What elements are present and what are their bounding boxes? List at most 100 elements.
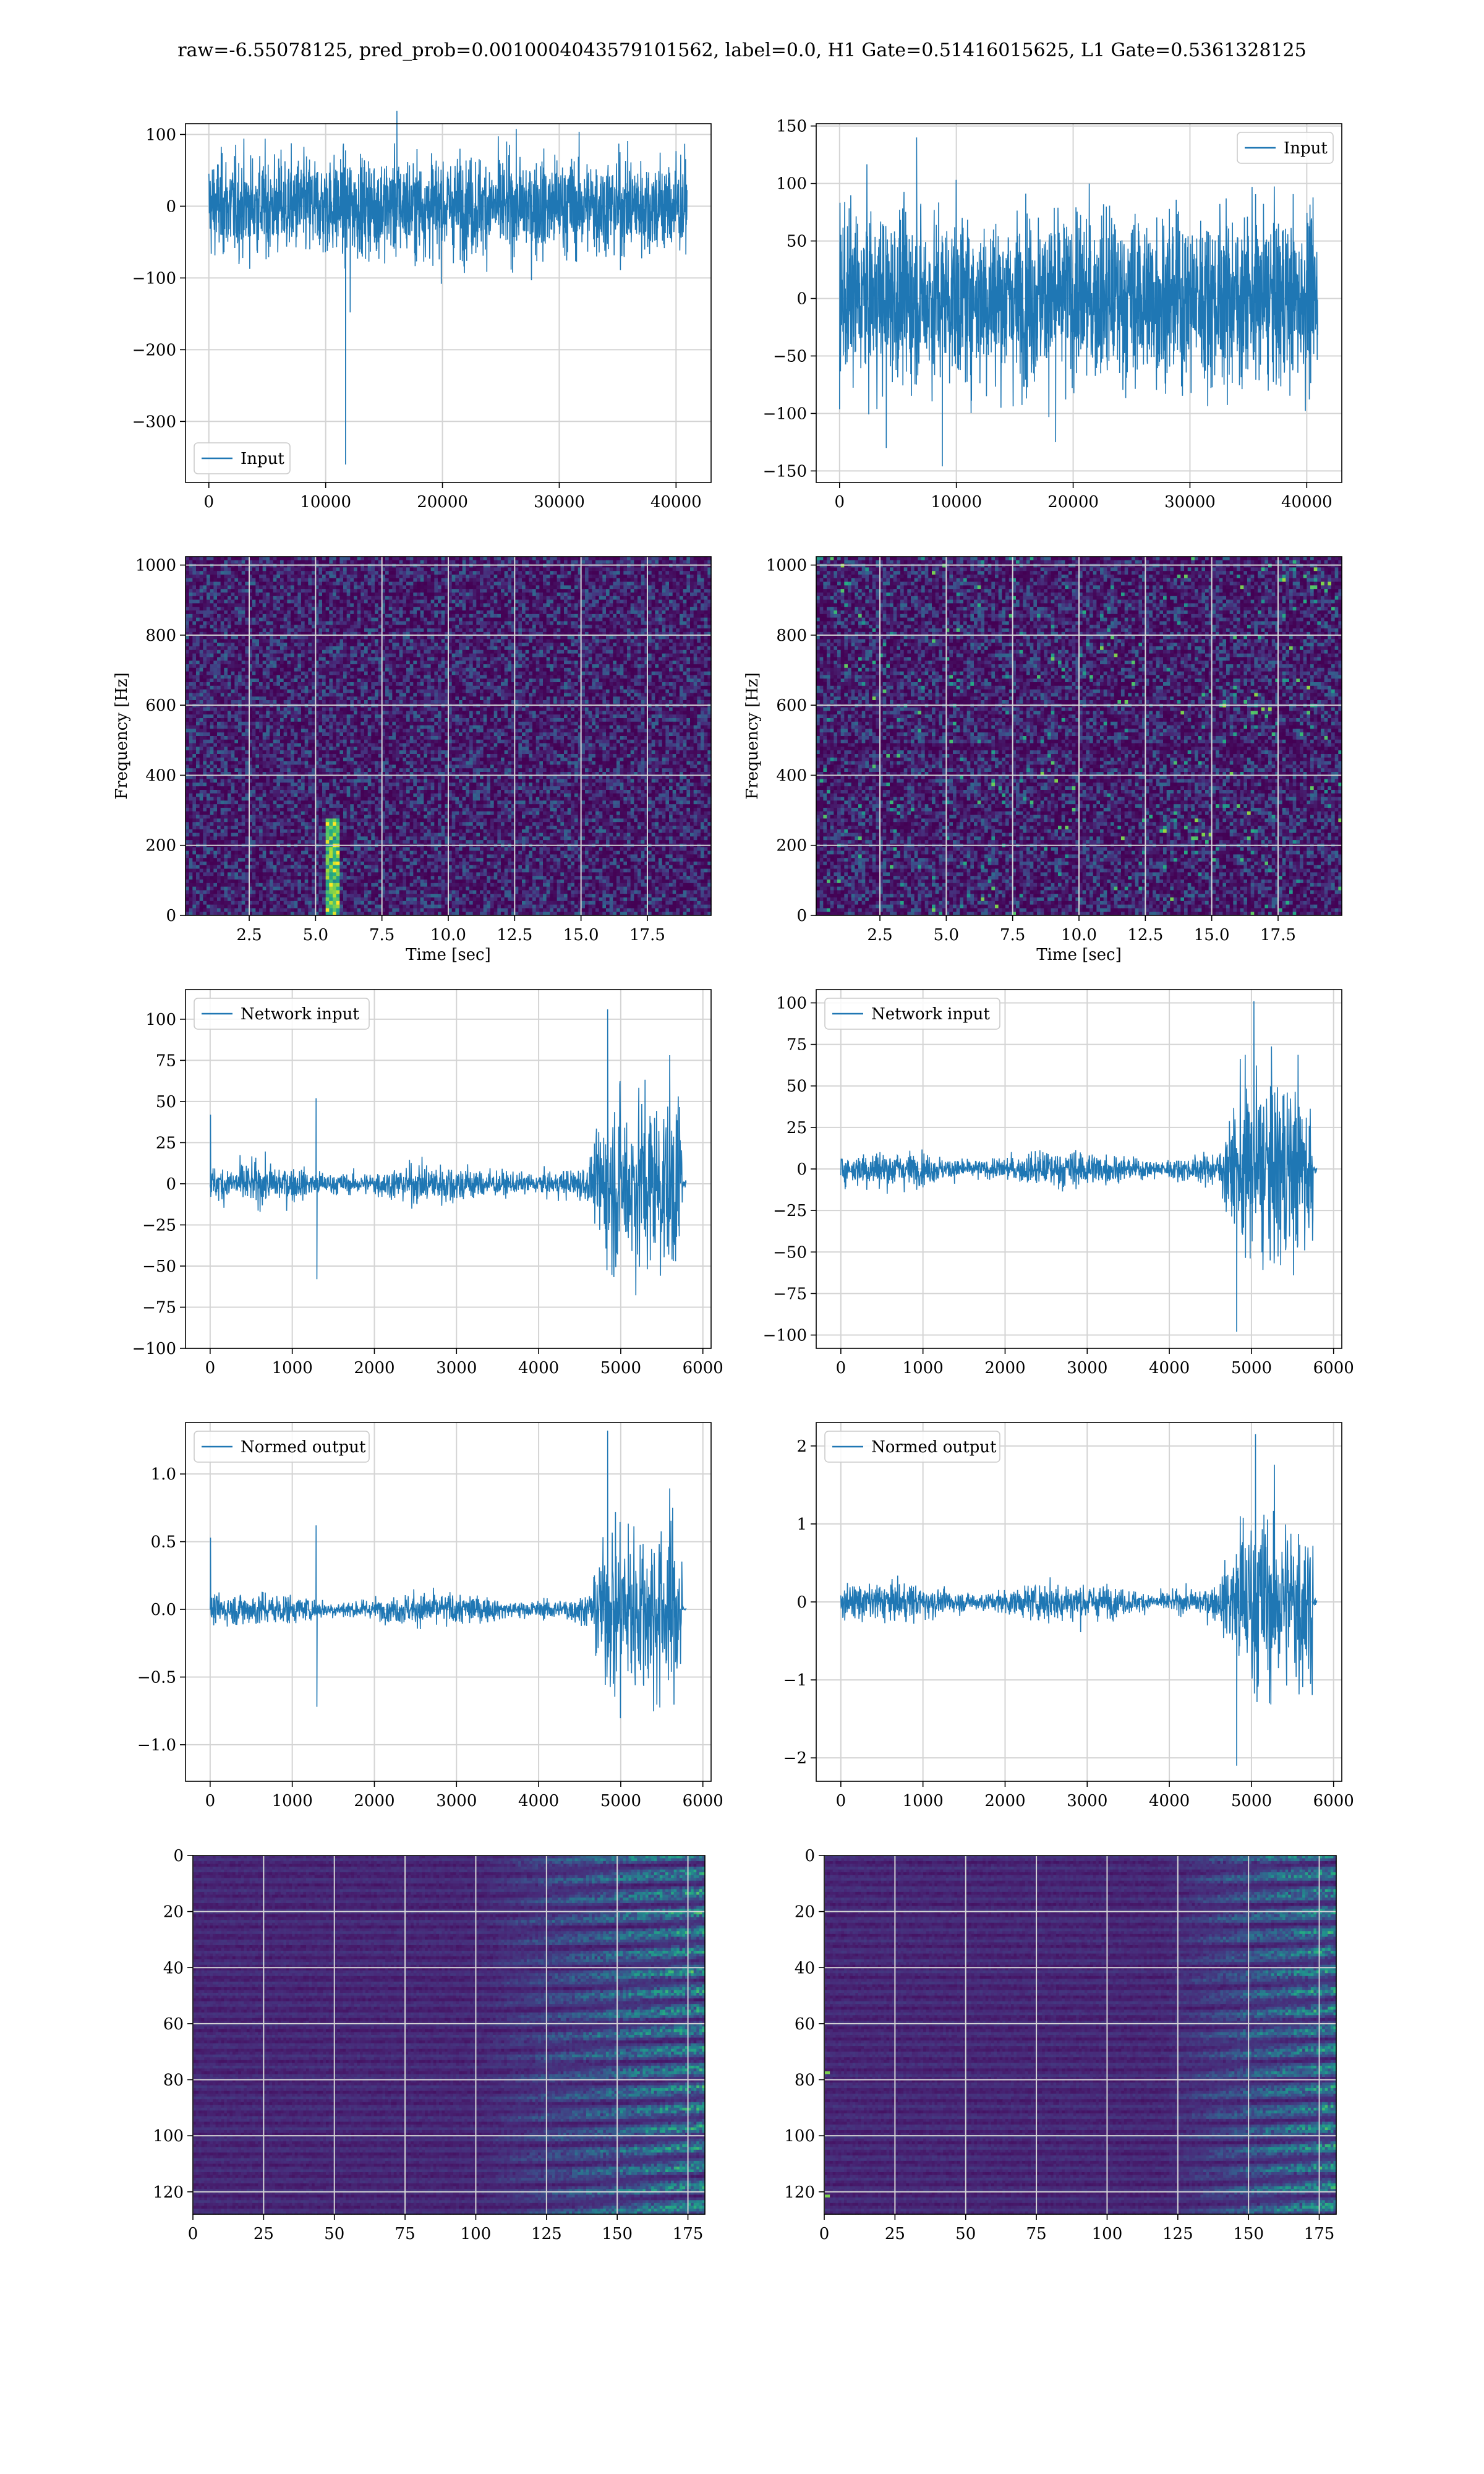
heatmap-cell — [574, 578, 578, 582]
heatmap-cell — [301, 578, 305, 582]
heatmap-cell — [238, 564, 242, 568]
heatmap-cell — [280, 564, 284, 568]
heatmap-cell — [441, 585, 445, 589]
heatmap-cell — [522, 557, 526, 560]
heatmap-cell — [476, 575, 480, 578]
heatmap-cell — [480, 578, 484, 582]
heatmap-cell — [255, 567, 259, 571]
x-tick-label: 10000 — [300, 493, 351, 511]
heatmap-cell — [322, 585, 326, 589]
heatmap-cell — [297, 560, 301, 564]
heatmap-cell — [245, 589, 249, 593]
heatmap-cell — [270, 575, 273, 578]
heatmap-cell — [242, 557, 245, 560]
heatmap-cell — [484, 557, 487, 560]
heatmap-cell — [238, 582, 242, 586]
heatmap-cell — [680, 571, 683, 575]
heatmap-cell — [189, 571, 193, 575]
heatmap-cell — [396, 582, 399, 586]
heatmap-cell — [686, 578, 690, 582]
heatmap-cell — [252, 582, 256, 586]
heatmap-cell — [547, 571, 550, 575]
heatmap-cell — [529, 571, 532, 575]
heatmap-cell — [255, 585, 259, 589]
heatmap-cell — [694, 567, 697, 571]
heatmap-cell — [238, 571, 242, 575]
heatmap-cell — [659, 585, 662, 589]
heatmap-cell — [641, 560, 645, 564]
heatmap-cell — [417, 571, 420, 575]
heatmap-cell — [480, 564, 484, 568]
heatmap-cell — [476, 557, 480, 560]
heatmap-cell — [371, 582, 375, 586]
heatmap-cell — [497, 575, 501, 578]
heatmap-cell — [473, 582, 477, 586]
heatmap-cell — [697, 585, 701, 589]
heatmap-cell — [686, 571, 690, 575]
heatmap-cell — [207, 560, 210, 564]
heatmap-cell — [641, 571, 645, 575]
heatmap-cell — [221, 582, 224, 586]
heatmap-cell — [354, 557, 357, 560]
heatmap-cell — [680, 560, 683, 564]
heatmap-cell — [638, 557, 641, 560]
heatmap-cell — [638, 567, 641, 571]
heatmap-cell — [284, 564, 288, 568]
heatmap-cell — [410, 560, 414, 564]
heatmap-cell — [318, 575, 322, 578]
heatmap-cell — [424, 567, 427, 571]
heatmap-cell — [620, 575, 624, 578]
heatmap-cell — [641, 557, 645, 560]
heatmap-cell — [350, 567, 354, 571]
heatmap-cell — [329, 557, 333, 560]
heatmap-cell — [375, 567, 378, 571]
heatmap-cell — [616, 585, 620, 589]
heatmap-cell — [701, 557, 704, 560]
heatmap-cell — [515, 564, 519, 568]
heatmap-cell — [203, 571, 207, 575]
heatmap-cell — [228, 582, 231, 586]
heatmap-cell — [501, 585, 505, 589]
heatmap-cell — [312, 571, 315, 575]
heatmap-cell — [228, 557, 231, 560]
heatmap-cell — [266, 564, 270, 568]
heatmap-cell — [634, 578, 638, 582]
heatmap-cell — [231, 560, 235, 564]
heatmap-cell — [543, 560, 547, 564]
heatmap-cell — [641, 575, 645, 578]
heatmap-cell — [396, 571, 399, 575]
heatmap-cell — [301, 575, 305, 578]
heatmap-cell — [641, 578, 645, 582]
heatmap-cell — [452, 578, 456, 582]
heatmap-cell — [213, 557, 217, 560]
heatmap-cell — [360, 575, 364, 578]
heatmap-cell — [434, 582, 438, 586]
heatmap-cell — [276, 557, 280, 560]
heatmap-cell — [224, 575, 228, 578]
heatmap-cell — [701, 560, 704, 564]
heatmap-cell — [476, 582, 480, 586]
heatmap-cell — [655, 557, 659, 560]
heatmap-cell — [371, 571, 375, 575]
heatmap-cell — [203, 567, 207, 571]
heatmap-cell — [441, 567, 445, 571]
heatmap-cell — [571, 560, 574, 564]
heatmap-cell — [252, 585, 256, 589]
heatmap-cell — [680, 575, 683, 578]
heatmap-cell — [568, 560, 571, 564]
heatmap-cell — [638, 571, 641, 575]
heatmap-cell — [595, 564, 599, 568]
heatmap-cell — [410, 567, 414, 571]
heatmap-cell — [560, 571, 564, 575]
heatmap-cell — [585, 564, 589, 568]
heatmap-cell — [673, 557, 676, 560]
heatmap-cell — [487, 560, 490, 564]
heatmap-cell — [655, 582, 659, 586]
heatmap-cell — [312, 585, 315, 589]
heatmap-cell — [312, 557, 315, 560]
heatmap-cell — [631, 567, 634, 571]
heatmap-cell — [301, 582, 305, 586]
heatmap-cell — [574, 557, 578, 560]
heatmap-cell — [284, 560, 288, 564]
x-tick-label: 30000 — [534, 493, 585, 511]
